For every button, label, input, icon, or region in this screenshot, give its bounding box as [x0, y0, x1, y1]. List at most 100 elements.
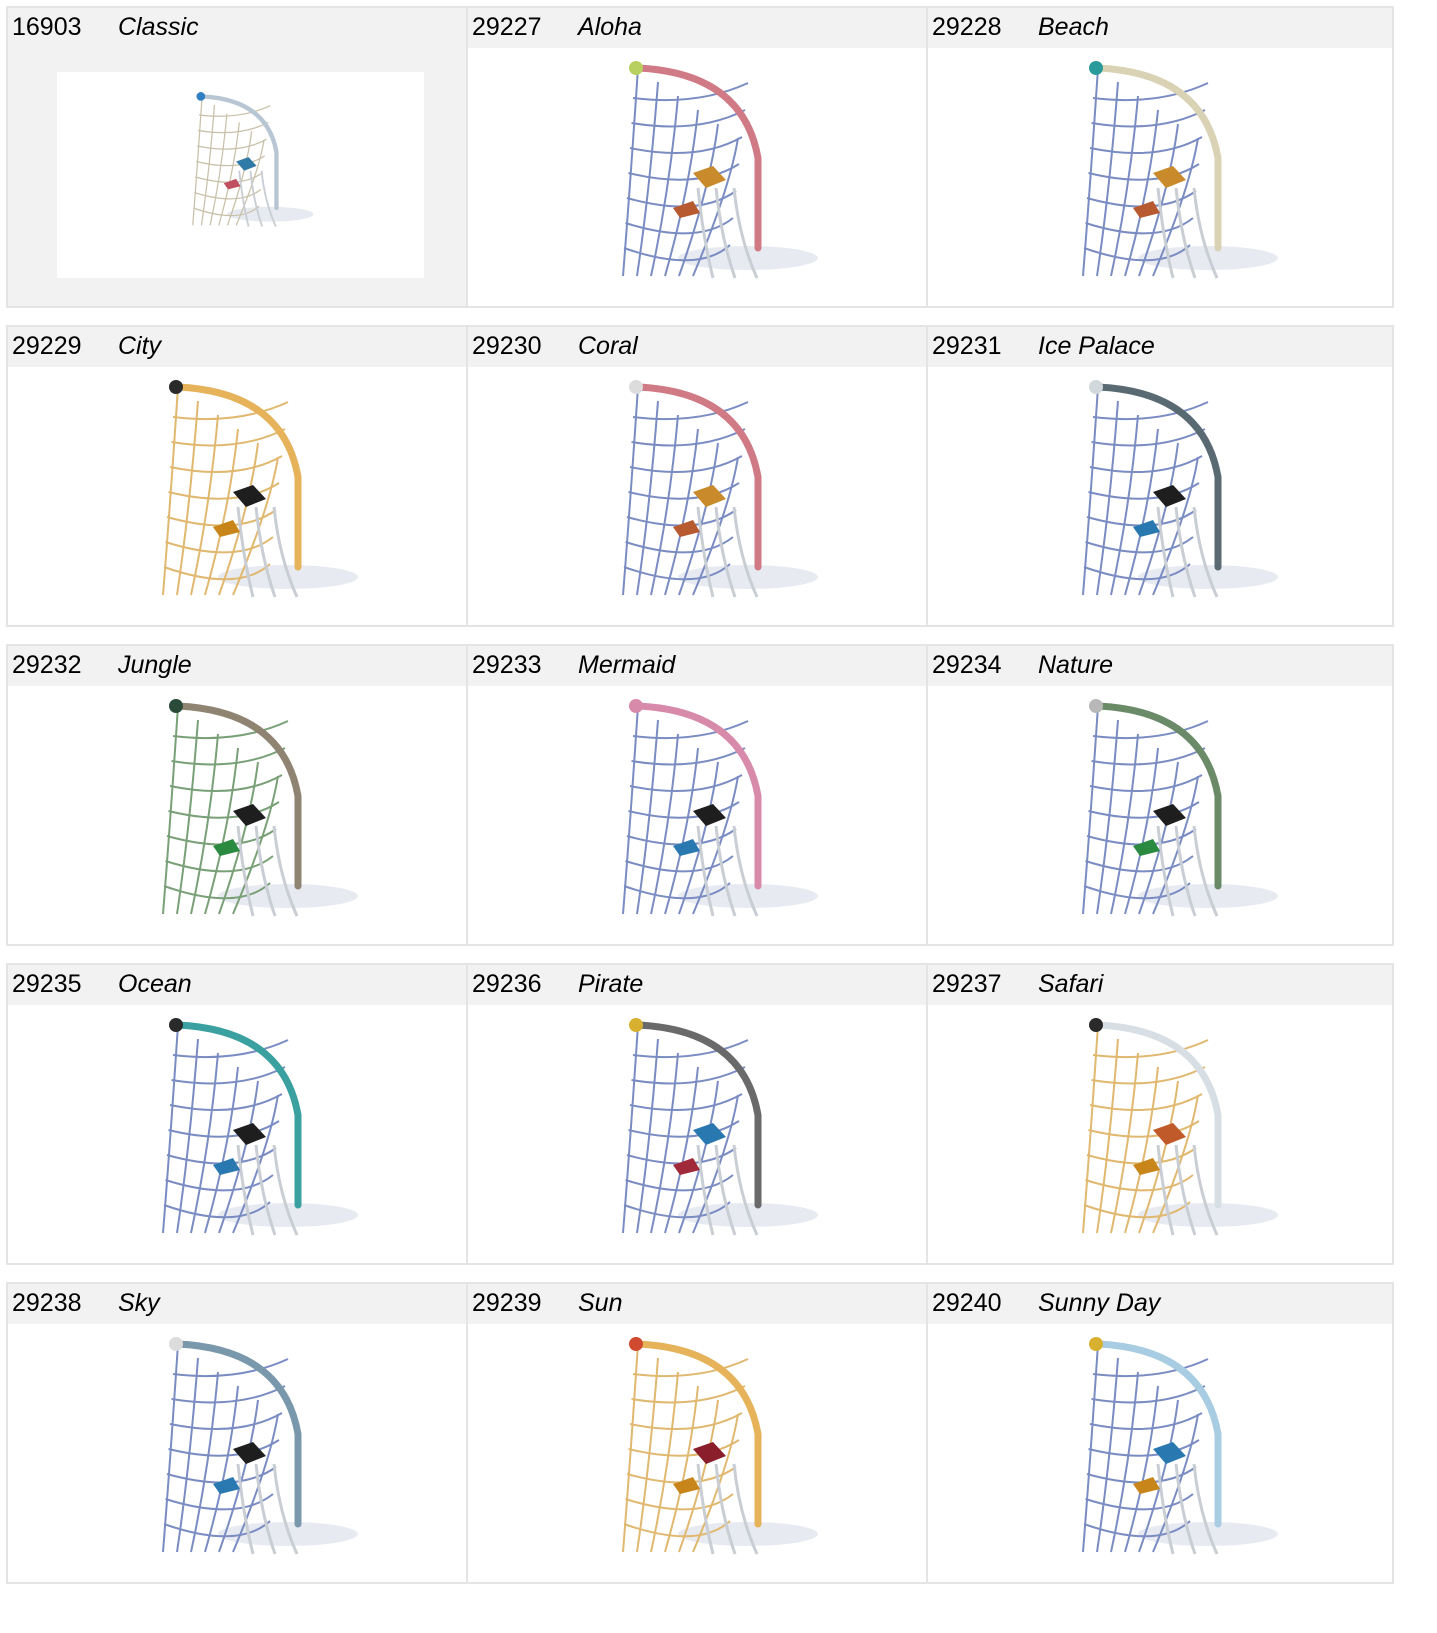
variant-card[interactable]: 29238 Sky — [6, 1282, 474, 1584]
variant-card[interactable]: 29231 Ice Palace — [926, 325, 1394, 627]
support-leg — [238, 170, 250, 227]
net-strand — [218, 1399, 259, 1553]
net-strand — [1085, 855, 1194, 873]
card-header: 29240 Sunny Day — [928, 1284, 1392, 1324]
net-strand — [1096, 81, 1119, 277]
net-strand — [650, 1052, 679, 1234]
net-strand — [1083, 1520, 1191, 1538]
support-leg — [254, 506, 277, 598]
net-strand — [163, 1201, 271, 1219]
variant-code: 29240 — [932, 1289, 1002, 1317]
net-strand — [218, 442, 259, 596]
net-strand — [623, 1520, 731, 1538]
net-strand — [171, 747, 286, 766]
variant-name: Coral — [578, 332, 638, 360]
variant-code: 29228 — [932, 13, 1002, 41]
variant-card[interactable]: 16903 Classic — [6, 6, 474, 308]
net-strand — [1083, 1201, 1191, 1219]
support-leg — [272, 1144, 299, 1236]
variant-card[interactable]: 29230 Coral — [466, 325, 934, 627]
product-image — [928, 367, 1392, 625]
panel — [213, 520, 240, 537]
variant-code: 29238 — [12, 1289, 82, 1317]
product-image — [468, 367, 932, 625]
panel — [693, 1442, 726, 1464]
net-strand — [636, 1357, 659, 1553]
variant-card[interactable]: 29228 Beach — [926, 6, 1394, 308]
panel — [233, 1123, 266, 1145]
net-strand — [168, 801, 280, 819]
net-strand — [1092, 401, 1209, 421]
climbing-net-illustration — [1082, 61, 1278, 279]
panel — [233, 1442, 266, 1464]
net-strand — [168, 482, 280, 500]
net-strand — [623, 563, 731, 581]
variant-card[interactable]: 29236 Pirate — [466, 963, 934, 1265]
net-strand — [200, 105, 216, 226]
support-leg — [1156, 187, 1175, 279]
support-leg — [260, 170, 277, 227]
net-strand — [625, 1174, 734, 1192]
support-leg — [696, 1463, 715, 1555]
variant-card[interactable]: 29227 Aloha — [466, 6, 934, 308]
variant-card[interactable]: 29233 Mermaid — [466, 644, 934, 946]
variant-card[interactable]: 29235 Ocean — [6, 963, 474, 1265]
net-strand — [1138, 442, 1179, 596]
net-strand — [171, 428, 286, 447]
net-strand — [628, 1120, 740, 1138]
net-strand — [1088, 801, 1200, 819]
top-ball — [1089, 1337, 1103, 1351]
climbing-net-illustration — [1082, 1018, 1278, 1236]
variant-card[interactable]: 29240 Sunny Day — [926, 1282, 1394, 1584]
net-strand — [169, 1093, 283, 1112]
net-strand — [1092, 720, 1209, 740]
arc-pole — [174, 1021, 302, 1209]
top-ball — [169, 699, 183, 713]
arc-pole — [634, 702, 762, 890]
net-strand — [1082, 705, 1099, 915]
card-header: 29227 Aloha — [468, 8, 932, 48]
climbing-net-illustration — [1082, 380, 1278, 598]
climbing-net-illustration — [162, 1337, 358, 1555]
variant-card[interactable]: 29232 Jungle — [6, 644, 474, 946]
variant-card[interactable]: 29239 Sun — [466, 1282, 934, 1584]
net-strand — [678, 1399, 719, 1553]
panel — [213, 1477, 240, 1494]
arc-pole — [634, 383, 762, 571]
image-frame — [57, 72, 424, 278]
net-strand — [623, 1201, 731, 1219]
product-image — [8, 686, 472, 944]
variant-card[interactable]: 29229 City — [6, 325, 474, 627]
variant-card[interactable]: 29234 Nature — [926, 644, 1394, 946]
support-leg — [714, 825, 737, 917]
variant-name: Sunny Day — [1038, 1289, 1161, 1317]
climbing-net-illustration — [1082, 699, 1278, 917]
panel — [1133, 1158, 1160, 1175]
support-leg — [732, 506, 759, 598]
net-strand — [629, 1412, 743, 1431]
net-strand — [169, 455, 283, 474]
variant-name: Sky — [118, 1289, 160, 1317]
support-leg — [714, 1463, 737, 1555]
net-strand — [1082, 1343, 1099, 1553]
variant-card[interactable]: 29237 Safari — [926, 963, 1394, 1265]
arc-pole — [1094, 64, 1222, 252]
top-ball — [629, 1018, 643, 1032]
panel — [236, 157, 257, 171]
panel — [1133, 839, 1160, 856]
net-strand — [1124, 1066, 1159, 1234]
net-strand — [172, 1358, 289, 1378]
net-strand — [1096, 719, 1119, 915]
support-leg — [249, 170, 264, 227]
net-strand — [664, 428, 699, 596]
top-ball — [629, 380, 643, 394]
net-strand — [622, 386, 639, 596]
climbing-net-illustration — [622, 61, 818, 279]
card-header: 29239 Sun — [468, 1284, 932, 1324]
top-ball — [169, 1018, 183, 1032]
panel — [693, 1123, 726, 1145]
net-strand — [163, 1520, 271, 1538]
net-strand — [198, 105, 271, 117]
net-strand — [204, 428, 239, 596]
support-leg — [236, 825, 255, 917]
